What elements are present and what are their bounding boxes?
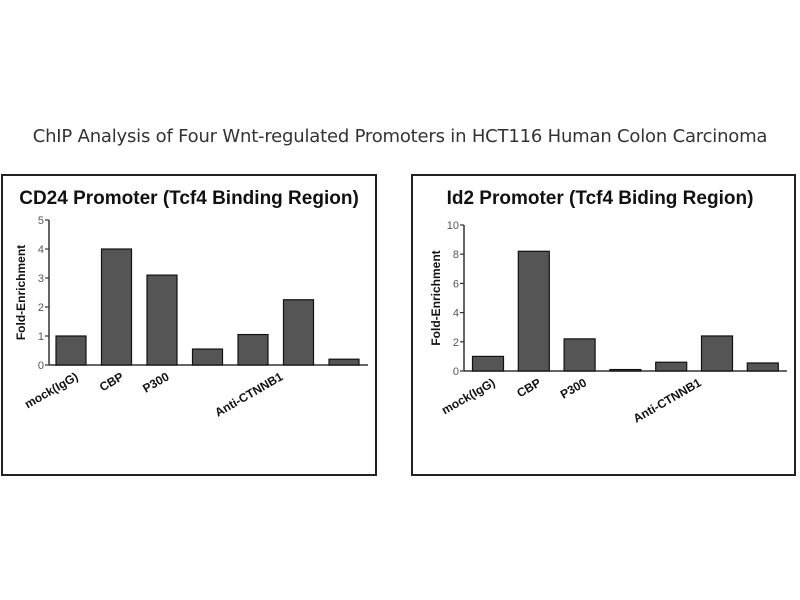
- y-tick-label: 0: [453, 366, 459, 378]
- chart-panel-frame: [411, 174, 796, 476]
- bar: [191, 348, 224, 366]
- bar: [700, 335, 734, 372]
- y-tick-label: 2: [38, 302, 44, 314]
- y-tick-label: 10: [447, 220, 459, 232]
- bar: [746, 362, 779, 372]
- bar: [655, 361, 688, 372]
- bar: [563, 338, 596, 372]
- y-tick-label: 1: [38, 331, 44, 343]
- bar: [55, 335, 87, 366]
- chart-panel-frame: [1, 174, 377, 476]
- y-axis-label: Fold-Enrichment: [429, 250, 443, 345]
- y-tick-label: 4: [453, 308, 459, 320]
- y-axis-label: Fold-Enrichment: [14, 245, 28, 340]
- y-tick-label: 5: [38, 215, 44, 227]
- y-tick-label: 0: [38, 360, 44, 372]
- bar: [146, 274, 178, 366]
- bar: [282, 299, 315, 366]
- x-tick-label: Anti-CTNNB1: [212, 369, 285, 419]
- x-tick-label: CBP: [97, 369, 126, 394]
- x-tick-label: P300: [558, 375, 590, 401]
- x-tick-label: CBP: [514, 375, 543, 400]
- figure-title: ChIP Analysis of Four Wnt-regulated Prom…: [32, 126, 768, 147]
- y-tick-label: 4: [38, 244, 44, 256]
- y-tick-label: 2: [453, 337, 459, 349]
- x-tick-label: P300: [140, 369, 172, 395]
- y-tick-label: 6: [453, 278, 459, 290]
- x-tick-label: mock(IgG): [22, 369, 80, 411]
- chart-title: Id2 Promoter (Tcf4 Biding Region): [447, 188, 754, 209]
- x-tick-label: mock(IgG): [439, 375, 497, 417]
- bar: [328, 358, 360, 366]
- y-tick-label: 3: [38, 273, 44, 285]
- y-tick-label: 8: [453, 249, 459, 261]
- bar: [100, 248, 133, 366]
- bar: [609, 368, 642, 372]
- bar: [237, 333, 269, 366]
- bar: [517, 250, 550, 372]
- chart-title: CD24 Promoter (Tcf4 Binding Region): [19, 188, 359, 209]
- bar: [471, 355, 505, 372]
- x-tick-label: Anti-CTNNB1: [631, 375, 704, 425]
